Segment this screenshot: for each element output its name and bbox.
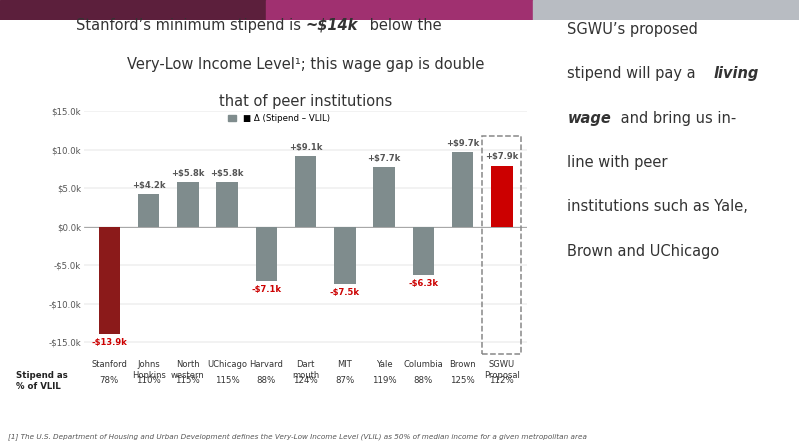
- Text: below the: below the: [365, 18, 442, 33]
- Text: +$7.7k: +$7.7k: [368, 154, 401, 163]
- Text: +$5.8k: +$5.8k: [210, 169, 244, 178]
- Bar: [256, 226, 277, 281]
- Text: 87%: 87%: [336, 377, 355, 385]
- Text: 119%: 119%: [372, 377, 396, 385]
- Text: -$7.1k: -$7.1k: [252, 285, 281, 294]
- Bar: [295, 156, 316, 226]
- Text: that of peer institutions: that of peer institutions: [219, 94, 392, 109]
- Bar: [491, 166, 513, 226]
- Bar: [412, 226, 434, 275]
- Bar: [217, 182, 238, 226]
- Bar: [138, 194, 160, 226]
- Text: 112%: 112%: [490, 377, 515, 385]
- Text: 88%: 88%: [256, 377, 276, 385]
- Text: Brown and UChicago: Brown and UChicago: [567, 244, 720, 259]
- Text: -$7.5k: -$7.5k: [330, 289, 360, 297]
- Text: ~$14k: ~$14k: [306, 18, 358, 33]
- Text: 125%: 125%: [450, 377, 475, 385]
- Text: +$9.1k: +$9.1k: [289, 143, 322, 152]
- Text: stipend will pay a: stipend will pay a: [567, 67, 701, 82]
- Text: Very-Low Income Level¹; this wage gap is double: Very-Low Income Level¹; this wage gap is…: [127, 57, 484, 72]
- Text: +$5.8k: +$5.8k: [171, 169, 205, 178]
- Bar: [373, 167, 395, 226]
- Legend: ■ Δ (Stipend – VLIL): ■ Δ (Stipend – VLIL): [225, 111, 334, 126]
- Text: and bring us in-: and bring us in-: [615, 111, 736, 126]
- Bar: [266, 0, 533, 20]
- Text: 88%: 88%: [414, 377, 433, 385]
- Bar: [98, 226, 120, 333]
- Text: [1] The U.S. Department of Housing and Urban Development defines the Very-Low In: [1] The U.S. Department of Housing and U…: [8, 434, 587, 440]
- Text: 110%: 110%: [137, 377, 161, 385]
- Text: 115%: 115%: [215, 377, 240, 385]
- Text: Stipend as
% of VLIL: Stipend as % of VLIL: [16, 371, 68, 391]
- Bar: [483, 136, 521, 353]
- Text: -$6.3k: -$6.3k: [408, 279, 439, 288]
- Bar: [0, 0, 266, 20]
- Text: SGWU’s proposed: SGWU’s proposed: [567, 22, 698, 37]
- Text: +$9.7k: +$9.7k: [446, 139, 479, 147]
- Text: 115%: 115%: [176, 377, 201, 385]
- Bar: [533, 0, 799, 20]
- Text: -$13.9k: -$13.9k: [92, 338, 127, 347]
- Bar: [451, 152, 473, 226]
- Text: +$4.2k: +$4.2k: [132, 181, 165, 190]
- Text: living: living: [714, 67, 759, 82]
- Text: line with peer: line with peer: [567, 155, 668, 170]
- Bar: [334, 226, 356, 284]
- Text: +$7.9k: +$7.9k: [485, 152, 519, 162]
- Text: wage: wage: [567, 111, 611, 126]
- Text: Stanford’s minimum stipend is: Stanford’s minimum stipend is: [76, 18, 306, 33]
- Bar: [177, 182, 199, 226]
- Text: 124%: 124%: [293, 377, 318, 385]
- Text: institutions such as Yale,: institutions such as Yale,: [567, 199, 748, 214]
- Text: 78%: 78%: [100, 377, 119, 385]
